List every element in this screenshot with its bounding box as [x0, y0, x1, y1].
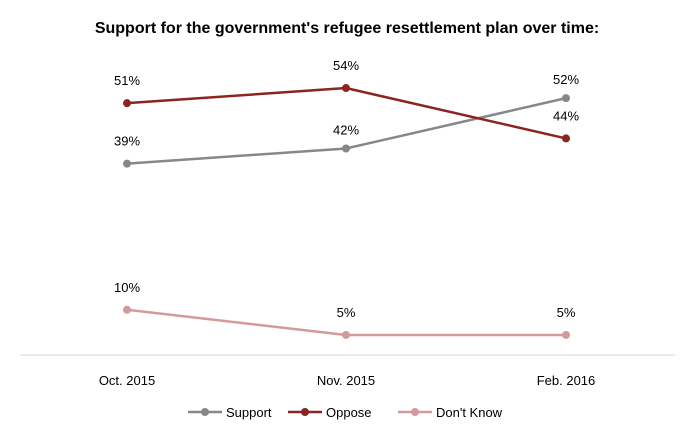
data-label-oppose-2: 54%: [333, 58, 359, 73]
data-point-oppose-1: [123, 99, 131, 108]
data-label-don-t-know-1: 10%: [114, 280, 140, 295]
plot-area: 39% 42% 52% 51% 54% 44% 10% 5% 5%: [114, 58, 579, 339]
legend-item-support: Support: [188, 405, 272, 420]
legend-marker-don-t-know: [411, 408, 419, 416]
legend-label-oppose: Oppose: [326, 405, 372, 420]
data-point-support-1: [123, 159, 131, 168]
x-tick-label-1: Oct. 2015: [99, 373, 155, 388]
x-axis-ticks: Oct. 2015 Nov. 2015 Feb. 2016: [99, 373, 595, 388]
data-point-don-t-know-3: [562, 330, 570, 339]
data-label-oppose-1: 51%: [114, 73, 140, 88]
data-label-don-t-know-2: 5%: [337, 305, 356, 320]
data-label-support-3: 52%: [553, 72, 579, 87]
data-point-oppose-2: [342, 84, 350, 93]
x-tick-label-2: Nov. 2015: [317, 373, 375, 388]
data-point-oppose-3: [562, 134, 570, 143]
data-label-don-t-know-3: 5%: [557, 305, 576, 320]
legend-marker-support: [201, 408, 209, 416]
data-point-support-3: [562, 94, 570, 103]
data-point-support-2: [342, 144, 350, 153]
data-label-oppose-3: 44%: [553, 108, 579, 123]
legend-label-don-t-know: Don't Know: [436, 405, 503, 420]
legend: Support Oppose Don't Know: [188, 405, 503, 420]
legend-item-don-t-know: Don't Know: [398, 405, 503, 420]
legend-marker-oppose: [301, 408, 309, 416]
legend-label-support: Support: [226, 405, 272, 420]
data-label-support-2: 42%: [333, 123, 359, 138]
chart-title: Support for the government's refugee res…: [95, 20, 599, 37]
data-point-don-t-know-2: [342, 330, 350, 339]
legend-item-oppose: Oppose: [288, 405, 372, 420]
data-label-support-1: 39%: [114, 134, 140, 149]
data-point-don-t-know-1: [123, 305, 131, 314]
x-tick-label-3: Feb. 2016: [537, 373, 596, 388]
